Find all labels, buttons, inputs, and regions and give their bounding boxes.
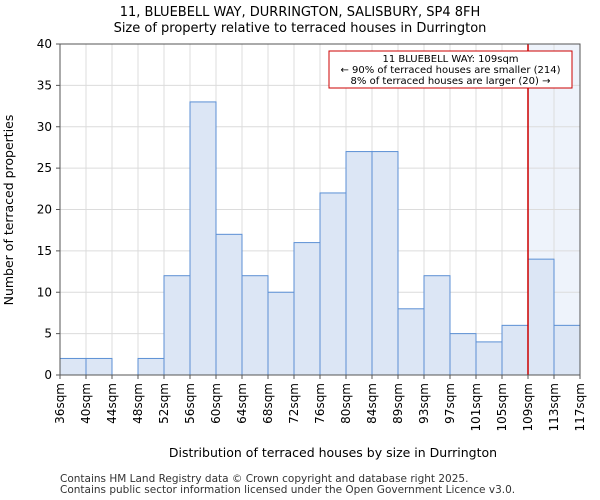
annotation-line-1: 11 BLUEBELL WAY: 109sqm — [382, 54, 518, 65]
x-tick-label: 113sqm — [547, 383, 561, 431]
y-tick-label: 25 — [37, 161, 52, 175]
x-tick-label: 76sqm — [313, 383, 327, 424]
bars — [59, 101, 581, 376]
y-axis-label: Number of terraced properties — [1, 115, 16, 306]
x-tick-label: 48sqm — [131, 383, 145, 424]
x-axis-ticks: 36sqm 40sqm 44sqm 48sqm 52sqm 56sqm 60sqm 64sqm… — [53, 375, 587, 431]
x-tick-label: 89sqm — [391, 383, 405, 424]
x-tick-label: 101sqm — [469, 383, 483, 431]
x-tick-label: 93sqm — [417, 383, 431, 424]
y-tick-label: 30 — [37, 120, 52, 134]
y-tick-label: 35 — [37, 78, 52, 92]
bar-48sqm — [137, 357, 165, 376]
bar-113sqm — [553, 324, 581, 376]
y-axis-ticks: 0 5 10 15 20 25 30 35 40 — [37, 37, 60, 382]
bar-56sqm — [189, 101, 217, 376]
bar-89sqm — [397, 308, 425, 376]
y-tick-label: 0 — [44, 368, 52, 382]
annotation-line-2: ← 90% of terraced houses are smaller (21… — [340, 65, 560, 76]
bar-93sqm — [423, 275, 451, 376]
annotation-box: 11 BLUEBELL WAY: 109sqm ← 90% of terrace… — [328, 50, 573, 89]
y-tick-label: 40 — [37, 37, 52, 51]
bar-80sqm — [345, 151, 373, 376]
y-tick-label: 5 — [44, 327, 52, 341]
bar-40sqm — [85, 357, 113, 376]
bar-52sqm — [163, 275, 191, 376]
annotation-line-3: 8% of terraced houses are larger (20) → — [351, 76, 551, 87]
bar-60sqm — [215, 233, 243, 376]
x-tick-label: 52sqm — [157, 383, 171, 424]
x-tick-label: 36sqm — [53, 383, 67, 424]
bar-36sqm — [59, 357, 87, 376]
x-axis-label: Distribution of terraced houses by size … — [169, 445, 497, 460]
x-tick-label: 56sqm — [183, 383, 197, 424]
bar-84sqm — [371, 151, 399, 376]
bar-105sqm — [501, 324, 529, 376]
x-tick-label: 84sqm — [365, 383, 379, 424]
bar-64sqm — [241, 275, 269, 376]
x-tick-label: 97sqm — [443, 383, 457, 424]
chart-title: 11, BLUEBELL WAY, DURRINGTON, SALISBURY,… — [120, 5, 481, 20]
x-tick-label: 80sqm — [339, 383, 353, 424]
y-tick-label: 10 — [37, 285, 52, 299]
x-tick-label: 117sqm — [573, 383, 587, 431]
bar-101sqm — [475, 341, 503, 376]
bar-76sqm — [319, 192, 347, 376]
x-tick-label: 40sqm — [79, 383, 93, 424]
x-tick-label: 105sqm — [495, 383, 509, 431]
x-tick-label: 64sqm — [235, 383, 249, 424]
chart-subtitle: Size of property relative to terraced ho… — [114, 21, 487, 36]
x-tick-label: 44sqm — [105, 383, 119, 424]
footer-copyright: Contains HM Land Registry data © Crown c… — [60, 473, 469, 485]
x-tick-label: 60sqm — [209, 383, 223, 424]
x-tick-label: 109sqm — [521, 383, 535, 431]
x-tick-label: 68sqm — [261, 383, 275, 424]
footer-licence: Contains public sector information licen… — [60, 484, 516, 496]
y-tick-label: 15 — [37, 244, 52, 258]
bar-109sqm — [527, 258, 555, 376]
bar-68sqm — [267, 291, 295, 376]
bar-97sqm — [449, 333, 477, 376]
bar-72sqm — [293, 242, 321, 376]
y-tick-label: 20 — [37, 203, 52, 217]
x-tick-label: 72sqm — [287, 383, 301, 424]
